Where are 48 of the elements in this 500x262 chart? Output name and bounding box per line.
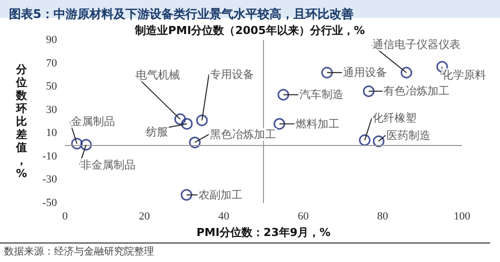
chart-title: 图表5：中游原材料及下游设备类行业景气水平较高，且环比改善 <box>9 7 354 21</box>
annotation: 化学原料 <box>442 68 486 82</box>
point <box>278 88 290 101</box>
source-note: 数据来源：经济与金融研究院整理 <box>4 246 154 258</box>
annotation: 有色冶炼加工 <box>384 84 450 98</box>
point <box>71 138 83 150</box>
x-tick-label: 60 <box>298 210 310 222</box>
annotation: 非金属制品 <box>80 158 136 172</box>
point <box>358 134 371 146</box>
x-tick-label: 0 <box>62 210 68 222</box>
chart-subtitle: 制造业PMI分位数（2005年以来）分行业，% <box>134 24 365 37</box>
point <box>321 66 333 78</box>
annotation: 医药制造 <box>386 128 431 142</box>
point <box>189 136 201 148</box>
annotation: 电气机械 <box>136 68 180 82</box>
annotation: 农副加工 <box>198 188 242 202</box>
x-axis-title: PMI分位数：23年9月，% <box>196 226 331 239</box>
point <box>180 189 192 201</box>
y-tick-label: 10 <box>46 127 58 140</box>
annotation: 专用设备 <box>210 68 254 81</box>
point <box>400 66 412 78</box>
y-tick-label: 90 <box>46 34 58 46</box>
point <box>174 113 186 125</box>
annotation: 金属制品 <box>70 115 115 128</box>
annotation: 通信电子仪器仪表 <box>372 38 460 52</box>
text: 分位数环比差值，% <box>16 63 27 180</box>
annotation: 黑色冶炼加工 <box>210 128 276 141</box>
x-tick-label: 40 <box>218 210 230 222</box>
point <box>181 118 193 130</box>
y-tick-label: -30 <box>42 174 58 186</box>
x-tick-label: 20 <box>138 210 150 222</box>
y-tick-label: -10 <box>42 150 58 162</box>
x-tick-label: 80 <box>377 210 389 222</box>
annotation: 纺服 <box>146 125 168 138</box>
annotation: 通用设备 <box>343 66 388 80</box>
annotation: 燃料加工 <box>295 117 340 130</box>
point <box>274 118 286 130</box>
y-tick-label: 70 <box>46 57 58 70</box>
annotation: 汽车制造 <box>299 88 344 102</box>
annotation: 化纤橡塑 <box>372 112 417 125</box>
point <box>80 138 92 151</box>
y-tick-label: -50 <box>42 197 58 209</box>
y-tick-label: 30 <box>46 104 58 116</box>
y-tick-label: 50 <box>46 80 58 93</box>
x-tick-label: 100 <box>454 210 471 222</box>
point <box>362 85 375 98</box>
point <box>372 135 384 148</box>
point <box>196 114 208 126</box>
